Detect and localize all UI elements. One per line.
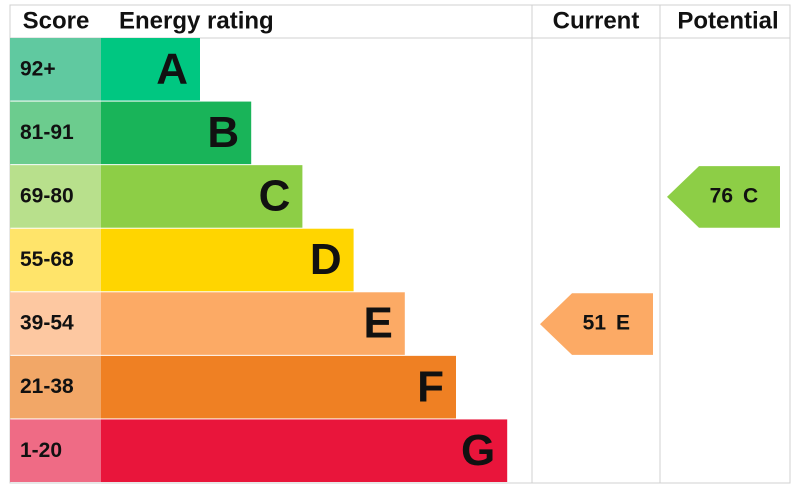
rating-letter: D [310,235,342,284]
rating-bar [101,38,200,101]
potential-arrow [667,166,780,228]
potential-letter: C [743,184,758,207]
rating-letter: A [156,44,188,93]
rating-bar [101,165,303,228]
header-score: Score [23,7,90,34]
score-range: 39-54 [20,312,74,335]
rating-bar [101,101,252,165]
score-cell [10,228,101,292]
score-cell [10,419,101,482]
score-cell [10,292,101,355]
current-score: 51 [583,312,607,335]
rating-letter: C [259,172,291,221]
score-cell [10,165,101,228]
header-rating: Energy rating [119,7,274,34]
rating-bar [101,419,508,482]
rating-letter: B [207,108,239,157]
rating-letter: G [461,426,495,475]
header-current: Current [553,7,640,34]
score-range: 55-68 [20,248,74,271]
score-range: 69-80 [20,184,74,207]
score-range: 21-38 [20,375,74,398]
current-letter: E [616,312,630,335]
score-range: 92+ [20,57,56,80]
score-range: 1-20 [20,439,62,462]
current-arrow [540,293,653,355]
rating-letter: E [363,299,392,348]
header-potential: Potential [677,7,778,34]
score-cell [10,38,101,101]
rating-letter: F [417,362,444,411]
rating-bar [101,228,354,292]
potential-score: 76 [710,184,733,207]
score-cell [10,101,101,165]
score-range: 81-91 [20,121,74,144]
rating-bar [101,292,405,355]
score-cell [10,355,101,419]
rating-bar [101,355,456,419]
